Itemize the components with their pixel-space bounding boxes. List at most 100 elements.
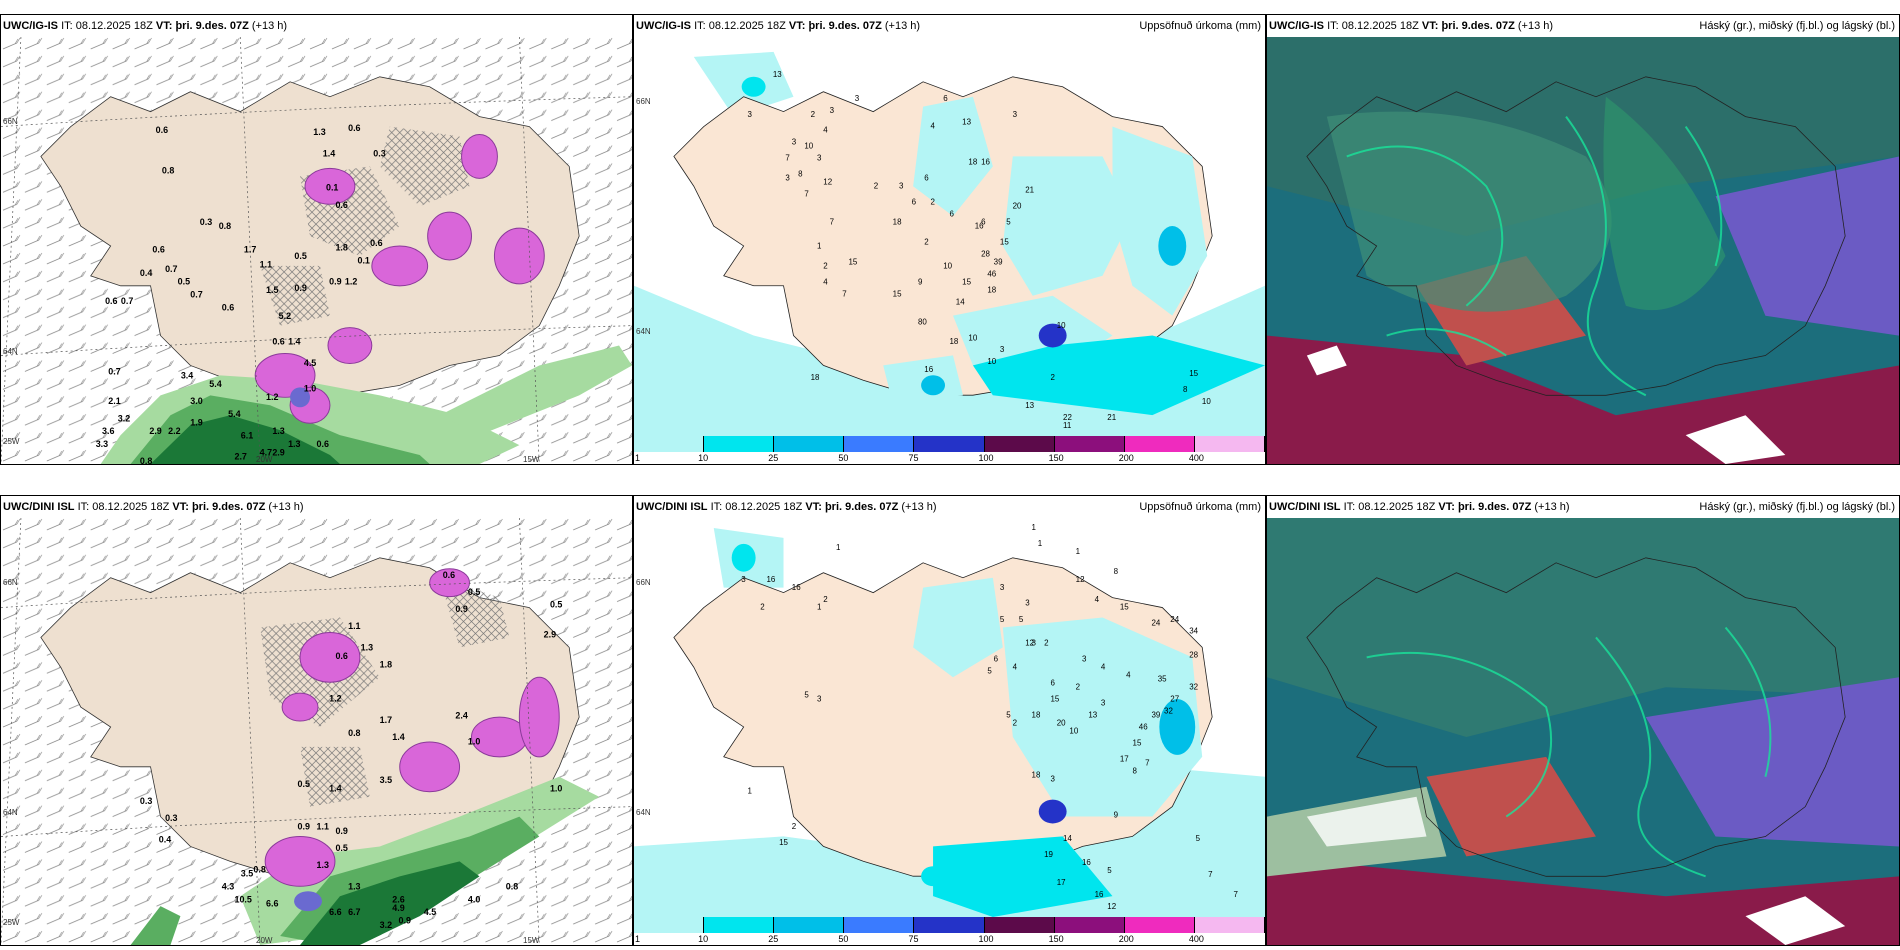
precip-value-label: 0.1 (326, 183, 338, 193)
precip-value-label: 3 (899, 182, 904, 191)
panel-title: UWC/IG-IS IT: 08.12.2025 18Z VT: þri. 9.… (1267, 15, 1899, 37)
precip-value-label: 17 (1120, 754, 1129, 763)
precip-value-label: 1.1 (317, 822, 329, 832)
precip-value-label: 4 (1013, 663, 1018, 672)
colorbar-label: 200 (1118, 453, 1134, 463)
lat-label-mid: 64N (3, 347, 18, 356)
precip-labels: 0.60.50.91.11.30.61.81.21.70.8 1.42.41.03… (140, 570, 563, 930)
precip-value-label: 3 (855, 94, 860, 103)
precip-value-label: 0.5 (178, 277, 190, 287)
precip-value-label: 3.0 (190, 396, 202, 406)
colorbar-label: 150 (1048, 453, 1064, 463)
precip-value-label: 0.6 (348, 123, 360, 133)
precip-value-label: 3.5 (241, 869, 253, 879)
precip-value-label: 1.4 (288, 336, 300, 346)
precip-value-label: 20 (1013, 202, 1022, 211)
precip-value-label: 0.7 (121, 296, 133, 306)
colorbar-label: 100 (978, 934, 994, 944)
precip-value-label: 0.8 (253, 864, 265, 874)
map-area[interactable]: 3 13 3 2 3 3 4 3 6 4 13 3 7 8 10 3 12 7 7 2 3 6 2 18 6 6 18 16 2 1 15 4… (634, 37, 1265, 436)
precip-value-label: 18 (968, 158, 977, 167)
precip-value-label: 3 (785, 174, 790, 183)
precip-value-label: 5.4 (209, 379, 221, 389)
precip-value-label: 5.2 (279, 311, 291, 321)
precip-value-label: 46 (1139, 722, 1148, 731)
precip-value-label: 0.5 (468, 587, 480, 597)
precip-value-label: 3 (830, 106, 835, 115)
precip-value-label: 3.2 (380, 920, 392, 930)
precip-value-label: 4.7 (260, 447, 272, 457)
precip-value-label: 1.3 (317, 860, 329, 870)
precip-value-label: 1.8 (335, 243, 347, 253)
map-area[interactable]: 3 16 16 2 1 2 1 1 1 12 8 4 15 24 24 34 28 32 35 27 39 32 46 15 1… (634, 518, 1265, 917)
precip-value-label: 27 (1170, 695, 1179, 704)
precip-value-label: 15 (1189, 369, 1198, 378)
precip-value-label: 6 (981, 218, 986, 227)
precip-value-label: 0.3 (165, 813, 177, 823)
precip-value-label: 10 (943, 261, 952, 270)
precip-value-label: 4.9 (392, 903, 404, 913)
precip-value-label: 39 (1151, 711, 1160, 720)
lon-label-mid: 20W (256, 455, 273, 464)
lat-label-top: 66N (636, 578, 651, 587)
colorbar-swatch (1054, 436, 1125, 452)
precip-value-label: 1.3 (288, 439, 300, 449)
precip-value-label: 5.4 (228, 409, 240, 419)
map-area[interactable] (1267, 518, 1899, 945)
colorbar-swatch (1124, 917, 1195, 933)
precip-value-label: 4 (1095, 595, 1100, 604)
precip-value-label: 7 (830, 218, 835, 227)
precip-value-label: 12 (1025, 639, 1034, 648)
precip-value-label: 1 (836, 543, 841, 552)
panel-title: UWC/DINI ISL IT: 08.12.2025 18Z VT: þri.… (634, 496, 1265, 518)
precip-value-label: 2.9 (272, 447, 284, 457)
colorbar-swatch (774, 917, 845, 933)
precip-value-label: 0.3 (200, 217, 212, 227)
precip-value-label: 7 (842, 289, 847, 298)
precip-value-label: 0.9 (455, 604, 467, 614)
precip-value-label: 5 (1000, 615, 1005, 624)
colorbar-label: 100 (978, 453, 994, 463)
precip-value-label: 6 (924, 174, 929, 183)
precip-value-label: 16 (1082, 858, 1091, 867)
precip-value-label: 1.3 (313, 127, 325, 137)
precip-value-label: 2 (924, 237, 929, 246)
cloud-cover-map (1267, 37, 1899, 464)
precip-value-label: 0.9 (294, 283, 306, 293)
precip-value-label: 0.9 (335, 826, 347, 836)
precip-value-label: 13 (773, 70, 782, 79)
precip-value-label: 8 (1114, 567, 1119, 576)
precip-value-label: 0.6 (370, 238, 382, 248)
map-area[interactable] (1267, 37, 1899, 464)
lon-label-mid: 20W (256, 936, 273, 945)
precip-value-label: 19 (1044, 850, 1053, 859)
precip-value-label: 3 (1050, 774, 1055, 783)
precip-value-label: 32 (1189, 683, 1198, 692)
lon-label-left: 25W (3, 918, 20, 927)
precip-value-label: 13 (962, 118, 971, 127)
precip-value-label: 3 (1000, 345, 1005, 354)
precip-value-label: 21 (1025, 186, 1034, 195)
precip-value-label: 1 (817, 241, 822, 250)
precip-value-label: 1.0 (550, 783, 562, 793)
precip-value-label: 16 (981, 158, 990, 167)
precip-value-label: 0.6 (317, 439, 329, 449)
colorbar-swatch (984, 917, 1055, 933)
map-area[interactable]: 0.6 0.8 0.3 0.8 1.7 1.1 1.5 0.9 5.2 0.6 1.4 4.5 0.6 1… (1, 37, 632, 464)
lat-label-top: 66N (636, 97, 651, 106)
map-area[interactable]: 0.6 0.5 0.9 1.1 1.3 0.6 1.8 1.2 1.7 0.8 1.4 2.4 1.0 3… (1, 518, 632, 945)
precip-value-label: 22 (1063, 413, 1072, 422)
lon-label-left: 25W (3, 437, 20, 446)
colorbar-label: 10 (698, 934, 709, 944)
precip-value-label: 0.9 (329, 277, 341, 287)
precip-value-label: 10 (987, 357, 996, 366)
precip-value-label: 3 (817, 695, 822, 704)
colorbar: 1 10 25 50 75 100 150 200 400 (634, 917, 1265, 945)
panel-clouds-dini: UWC/DINI ISL IT: 08.12.2025 18Z VT: þri.… (1266, 495, 1900, 946)
precip-value-label: 16 (792, 583, 801, 592)
precip-value-label: 10 (968, 333, 977, 342)
precip-value-label: 17 (1057, 878, 1066, 887)
precip-value-label: 0.5 (294, 251, 306, 261)
